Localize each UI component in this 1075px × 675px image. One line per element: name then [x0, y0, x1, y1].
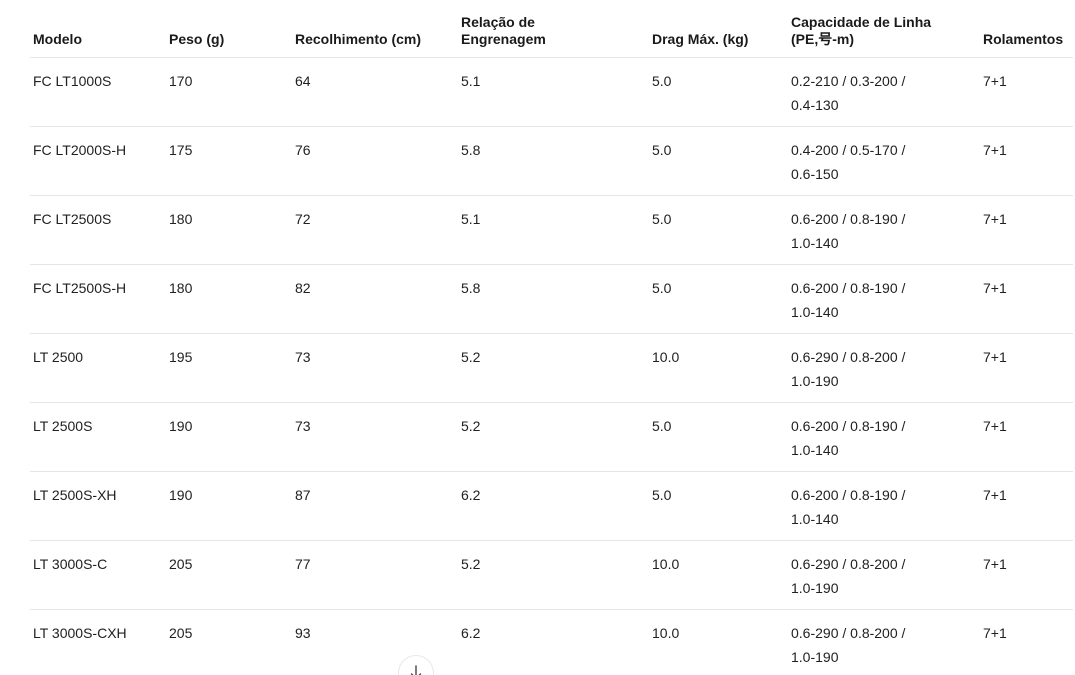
cell-drag: 5.0: [649, 57, 788, 127]
table-row: LT 2500S 190 73 5.2 5.0 0.6-200 / 0.8-19…: [30, 402, 1073, 472]
cell-peso: 190: [166, 402, 292, 472]
table-row: FC LT2500S 180 72 5.1 5.0 0.6-200 / 0.8-…: [30, 195, 1073, 265]
cell-recolhimento: 64: [292, 57, 458, 127]
spec-table-body: FC LT1000S 170 64 5.1 5.0 0.2-210 / 0.3-…: [30, 57, 1073, 675]
cell-rolamentos: 7+1: [980, 402, 1073, 472]
cell-recolhimento: 87: [292, 471, 458, 541]
cell-recolhimento: 72: [292, 195, 458, 265]
cell-rolamentos: 7+1: [980, 471, 1073, 541]
cell-rolamentos: 7+1: [980, 540, 1073, 610]
cell-relacao: 5.1: [458, 57, 649, 127]
cell-drag: 10.0: [649, 333, 788, 403]
cell-peso: 205: [166, 540, 292, 610]
table-row: LT 2500 195 73 5.2 10.0 0.6-290 / 0.8-20…: [30, 333, 1073, 403]
spec-table: Modelo Peso (g) Recolhimento (cm) Relaçã…: [30, 0, 1073, 675]
cell-recolhimento: 73: [292, 333, 458, 403]
cell-peso: 180: [166, 264, 292, 334]
cell-model: LT 3000S-C: [30, 540, 166, 610]
cell-model: LT 3000S-CXH: [30, 609, 166, 675]
cell-recolhimento: 77: [292, 540, 458, 610]
cell-peso: 205: [166, 609, 292, 675]
spec-table-header: Modelo Peso (g) Recolhimento (cm) Relaçã…: [30, 0, 1073, 58]
cell-relacao: 5.2: [458, 333, 649, 403]
cell-model: FC LT2500S: [30, 195, 166, 265]
cell-model: FC LT2500S-H: [30, 264, 166, 334]
cell-peso: 195: [166, 333, 292, 403]
cell-relacao: 5.8: [458, 126, 649, 196]
col-header-modelo: Modelo: [30, 0, 166, 58]
cell-relacao: 5.2: [458, 402, 649, 472]
cell-capacidade: 0.6-200 / 0.8-190 / 1.0-140: [788, 471, 980, 541]
cell-relacao: 5.8: [458, 264, 649, 334]
cell-capacidade: 0.4-200 / 0.5-170 / 0.6-150: [788, 126, 980, 196]
cell-relacao: 5.1: [458, 195, 649, 265]
cell-drag: 5.0: [649, 402, 788, 472]
header-row: Modelo Peso (g) Recolhimento (cm) Relaçã…: [30, 0, 1073, 58]
cell-capacidade: 0.6-290 / 0.8-200 / 1.0-190: [788, 333, 980, 403]
cell-recolhimento: 82: [292, 264, 458, 334]
cell-rolamentos: 7+1: [980, 126, 1073, 196]
cell-capacidade: 0.6-290 / 0.8-200 / 1.0-190: [788, 540, 980, 610]
table-row: FC LT1000S 170 64 5.1 5.0 0.2-210 / 0.3-…: [30, 57, 1073, 127]
cell-capacidade: 0.6-200 / 0.8-190 / 1.0-140: [788, 195, 980, 265]
cell-rolamentos: 7+1: [980, 57, 1073, 127]
table-row: LT 3000S-CXH 205 93 6.2 10.0 0.6-290 / 0…: [30, 609, 1073, 675]
col-header-drag: Drag Máx. (kg): [649, 0, 788, 58]
cell-model: FC LT2000S-H: [30, 126, 166, 196]
cell-recolhimento: 93: [292, 609, 458, 675]
cell-capacidade: 0.2-210 / 0.3-200 / 0.4-130: [788, 57, 980, 127]
arrow-down-icon: [409, 665, 423, 675]
cell-model: LT 2500: [30, 333, 166, 403]
cell-peso: 175: [166, 126, 292, 196]
table-row: LT 3000S-C 205 77 5.2 10.0 0.6-290 / 0.8…: [30, 540, 1073, 610]
cell-model: LT 2500S-XH: [30, 471, 166, 541]
cell-relacao: 6.2: [458, 609, 649, 675]
cell-drag: 5.0: [649, 264, 788, 334]
col-header-recolhimento: Recolhimento (cm): [292, 0, 458, 58]
cell-drag: 5.0: [649, 195, 788, 265]
cell-capacidade: 0.6-200 / 0.8-190 / 1.0-140: [788, 402, 980, 472]
cell-model: FC LT1000S: [30, 57, 166, 127]
cell-drag: 10.0: [649, 609, 788, 675]
col-header-rolamentos: Rolamentos: [980, 0, 1073, 58]
table-row: FC LT2500S-H 180 82 5.8 5.0 0.6-200 / 0.…: [30, 264, 1073, 334]
cell-recolhimento: 73: [292, 402, 458, 472]
cell-drag: 5.0: [649, 471, 788, 541]
cell-rolamentos: 7+1: [980, 195, 1073, 265]
cell-peso: 190: [166, 471, 292, 541]
col-header-peso: Peso (g): [166, 0, 292, 58]
cell-drag: 5.0: [649, 126, 788, 196]
table-row: LT 2500S-XH 190 87 6.2 5.0 0.6-200 / 0.8…: [30, 471, 1073, 541]
cell-relacao: 5.2: [458, 540, 649, 610]
cell-relacao: 6.2: [458, 471, 649, 541]
cell-capacidade: 0.6-200 / 0.8-190 / 1.0-140: [788, 264, 980, 334]
cell-rolamentos: 7+1: [980, 609, 1073, 675]
cell-rolamentos: 7+1: [980, 264, 1073, 334]
table-row: FC LT2000S-H 175 76 5.8 5.0 0.4-200 / 0.…: [30, 126, 1073, 196]
cell-drag: 10.0: [649, 540, 788, 610]
cell-peso: 180: [166, 195, 292, 265]
cell-capacidade: 0.6-290 / 0.8-200 / 1.0-190: [788, 609, 980, 675]
cell-recolhimento: 76: [292, 126, 458, 196]
col-header-relacao: Relação de Engrenagem: [458, 0, 649, 58]
cell-peso: 170: [166, 57, 292, 127]
cell-model: LT 2500S: [30, 402, 166, 472]
col-header-capacidade: Capacidade de Linha (PE,号-m): [788, 0, 980, 58]
cell-rolamentos: 7+1: [980, 333, 1073, 403]
